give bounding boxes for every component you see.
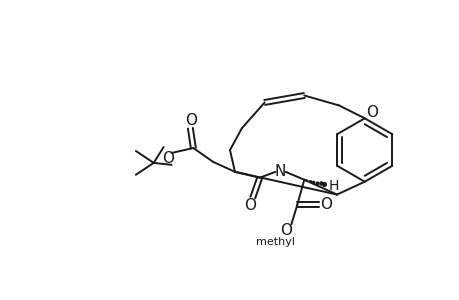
- Text: O: O: [185, 113, 197, 128]
- Text: O: O: [162, 152, 174, 166]
- Text: O: O: [243, 198, 255, 213]
- Text: O: O: [319, 197, 331, 212]
- Text: H: H: [328, 179, 338, 193]
- Text: N: N: [274, 164, 285, 179]
- Text: O: O: [280, 223, 292, 238]
- Text: O: O: [365, 105, 377, 120]
- Text: methyl: methyl: [256, 237, 294, 247]
